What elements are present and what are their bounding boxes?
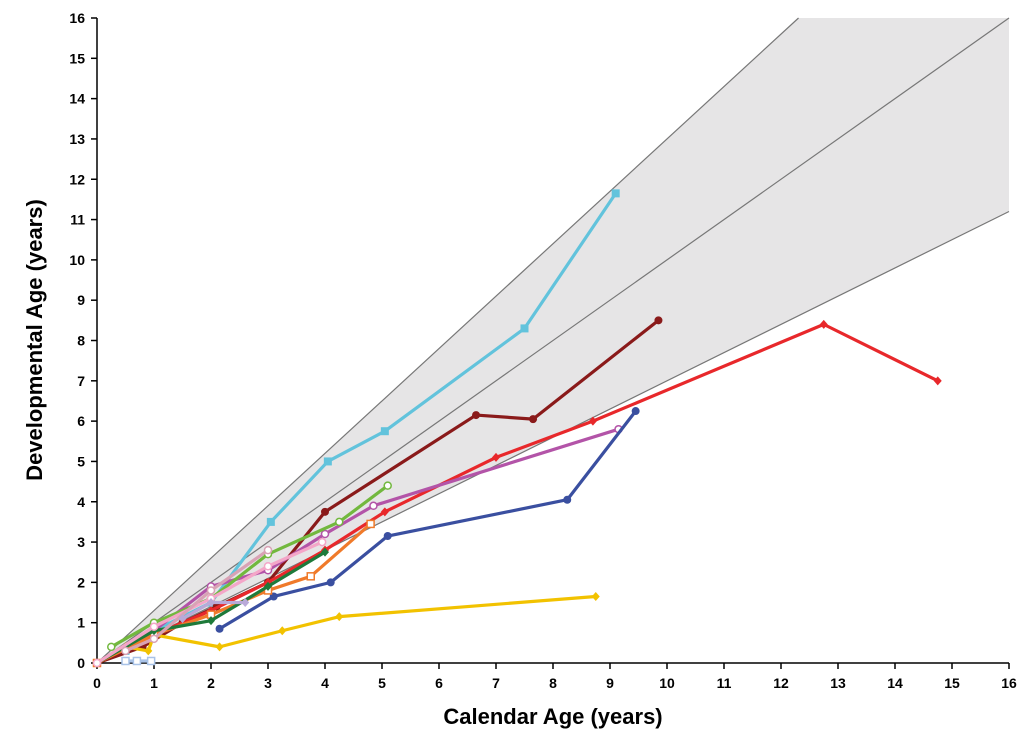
x-tick-label-15: 15	[944, 675, 960, 691]
series-2-point-6	[492, 452, 500, 462]
y-tick-label-9: 9	[77, 292, 85, 308]
series-12-point-2	[146, 656, 156, 666]
x-tick-label-14: 14	[887, 675, 903, 691]
series-6-point-4	[335, 517, 344, 527]
series-8-point-2	[207, 616, 215, 626]
reference-line-0	[96, 17, 799, 664]
series-7-point-5	[366, 519, 375, 529]
series-0-point-6	[380, 427, 389, 436]
series-2-point-9	[933, 376, 942, 386]
series-8-point-4	[321, 547, 329, 557]
y-tick-label-6: 6	[77, 413, 85, 429]
series-9-point-0	[92, 658, 102, 668]
x-tick-label-16: 16	[1001, 675, 1017, 691]
tick-labels: 0 1 2 3 4 5 6 7 8 9 10 11 12 13 14 15 160123456789101112…	[69, 10, 1017, 691]
series-9-point-1	[149, 622, 159, 631]
series-1-point-5	[321, 507, 329, 516]
x-tick-label-3: 3	[264, 675, 272, 691]
series-2-point-8	[819, 319, 828, 329]
y-tick-label-2: 2	[77, 574, 85, 590]
y-tick-label-14: 14	[69, 91, 85, 107]
y-tick-label-12: 12	[69, 171, 85, 187]
series-12-point-0	[121, 656, 130, 666]
x-tick-label-13: 13	[830, 675, 846, 691]
reference-line-1	[96, 17, 1010, 664]
y-tick-label-1: 1	[77, 615, 85, 631]
y-axis-title: Developmental Age (years)	[22, 199, 47, 481]
series-7-point-4	[306, 572, 315, 581]
x-tick-label-11: 11	[717, 675, 732, 691]
x-tick-label-6: 6	[435, 675, 443, 691]
y-tick-label-7: 7	[77, 373, 85, 389]
series-2-point-7	[588, 416, 597, 426]
series-4-line	[217, 409, 638, 631]
series-11-point-0	[178, 614, 187, 624]
series-4-point-4	[563, 495, 572, 504]
x-tick-label-4: 4	[321, 675, 329, 691]
series-4-point-5	[631, 407, 640, 416]
x-tick-label-7: 7	[492, 675, 500, 691]
series-1-point-7	[529, 415, 538, 424]
series-3-point-5	[369, 501, 378, 511]
x-tick-label-8: 8	[549, 675, 557, 691]
y-tick-label-16: 16	[69, 10, 85, 26]
x-tick-label-9: 9	[606, 675, 614, 691]
series-8-point-3	[264, 581, 272, 591]
series-1-point-8	[654, 316, 663, 325]
series-5-point-4	[215, 642, 224, 652]
series-10-point-1	[149, 634, 159, 644]
series-9-point-4	[317, 537, 327, 547]
series-12-point-1	[132, 656, 142, 666]
series-5-point-5	[278, 626, 287, 636]
x-tick-label-10: 10	[659, 675, 675, 691]
series-4-point-2	[326, 578, 335, 587]
series-11	[178, 598, 250, 624]
series-0-point-4	[266, 517, 275, 526]
y-tick-label-3: 3	[77, 534, 85, 550]
x-tick-label-5: 5	[378, 675, 386, 691]
series-0-point-5	[323, 457, 332, 466]
series-11-point-2	[241, 598, 250, 608]
x-axis-title: Calendar Age (years)	[443, 704, 662, 729]
series-layer	[92, 189, 942, 668]
series-10-point-3	[263, 545, 273, 555]
series-4	[215, 407, 640, 633]
series-2-point-5	[380, 507, 389, 517]
series-4-point-0	[215, 624, 224, 633]
series-8	[93, 547, 329, 668]
series-1-point-6	[472, 411, 481, 420]
y-tick-label-0: 0	[77, 655, 85, 671]
series-10-point-0	[121, 646, 130, 656]
series-12	[121, 656, 156, 666]
y-tick-label-13: 13	[69, 131, 85, 147]
series-11-point-1	[207, 598, 215, 608]
reference-band	[96, 17, 1010, 664]
series-5-point-6	[335, 612, 344, 622]
y-tick-label-5: 5	[77, 453, 85, 469]
series-6-point-5	[383, 481, 392, 490]
series-9-point-3	[263, 562, 273, 571]
y-tick-label-8: 8	[77, 333, 85, 349]
x-tick-label-1: 1	[150, 675, 158, 691]
y-tick-label-11: 11	[70, 212, 85, 228]
series-4-point-3	[383, 532, 392, 541]
x-tick-label-12: 12	[773, 675, 789, 691]
series-6-line	[109, 484, 390, 649]
series-6-point-0	[107, 642, 116, 652]
x-tick-label-2: 2	[207, 675, 215, 691]
y-tick-label-15: 15	[69, 50, 85, 66]
series-10-point-2	[206, 586, 216, 595]
series-0-point-8	[611, 189, 620, 198]
series-5-point-7	[591, 591, 600, 601]
y-tick-label-4: 4	[77, 494, 85, 510]
y-tick-label-10: 10	[69, 252, 85, 268]
series-3-point-4	[320, 529, 330, 539]
series-0-point-7	[520, 324, 529, 333]
series-5-point-2	[144, 646, 153, 656]
x-tick-label-0: 0	[93, 675, 101, 691]
